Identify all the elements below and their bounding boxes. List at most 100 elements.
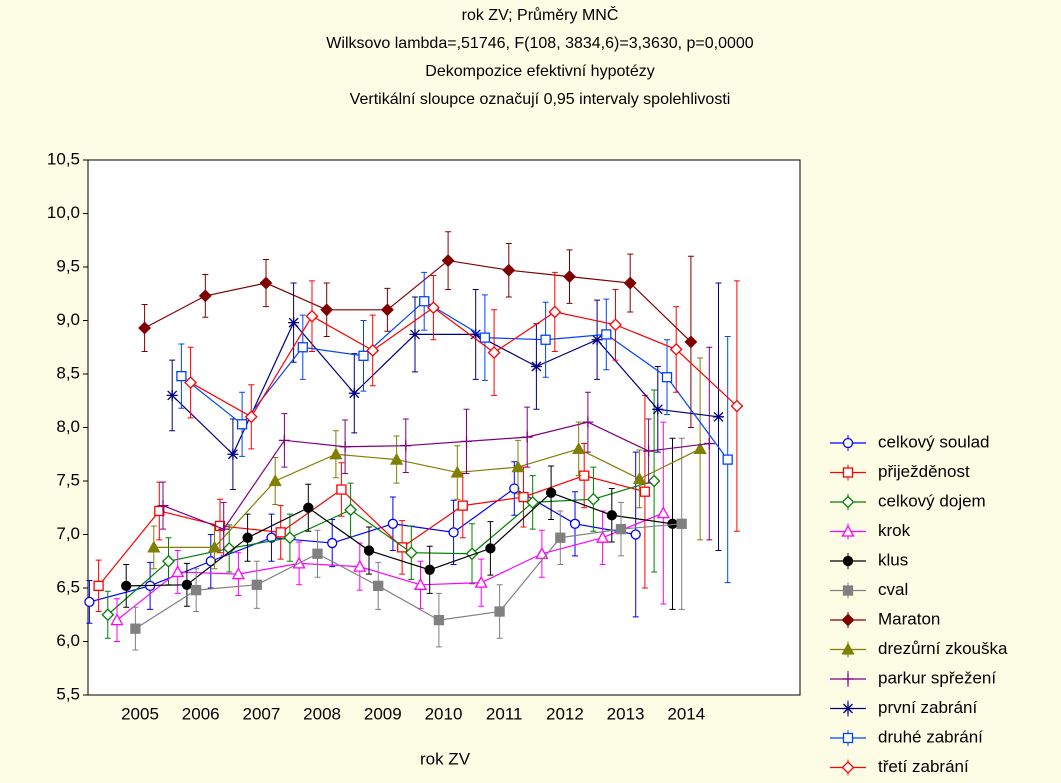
legend-marker (842, 585, 854, 596)
marker (530, 361, 542, 373)
series-line (181, 300, 729, 460)
marker (669, 342, 683, 356)
marker (676, 518, 687, 529)
marker (722, 454, 733, 465)
marker (387, 518, 399, 529)
marker (130, 623, 141, 634)
legend-marker (842, 467, 854, 478)
series-line (98, 475, 646, 587)
marker (236, 419, 248, 430)
marker (404, 546, 418, 560)
marker (259, 276, 273, 290)
marker (572, 442, 586, 455)
chart-subtitle: Dekompozice efektivní hypotézy (425, 63, 654, 80)
marker (730, 399, 744, 413)
x-tick-label: 2006 (182, 704, 220, 723)
marker (329, 447, 343, 460)
marker (703, 438, 715, 450)
marker (596, 530, 610, 543)
series-line (153, 448, 701, 548)
marker (461, 435, 472, 447)
x-tick-label: 2012 (546, 704, 584, 723)
legend-marker (841, 642, 855, 655)
y-tick-label: 7,0 (56, 524, 80, 543)
marker (630, 529, 641, 540)
legend-label: celkový soulad (878, 432, 990, 451)
series-line (116, 512, 664, 621)
marker (424, 564, 435, 575)
x-tick-label: 2005 (121, 704, 159, 723)
marker (320, 303, 334, 317)
x-tick-label: 2007 (242, 704, 280, 723)
marker (366, 344, 380, 357)
marker (380, 303, 394, 317)
legend-marker (841, 761, 855, 774)
chart-title: rok ZV; Průměry MNČ (462, 5, 619, 24)
marker (327, 537, 338, 549)
marker (400, 440, 412, 452)
marker (479, 332, 491, 343)
legend-marker (841, 495, 855, 509)
marker (339, 441, 351, 453)
marker (693, 442, 707, 455)
marker (521, 431, 533, 443)
marker (487, 346, 501, 360)
x-tick-label: 2013 (607, 704, 645, 723)
series (121, 437, 678, 610)
y-tick-label: 6,0 (56, 631, 80, 650)
marker (147, 540, 161, 553)
marker (684, 335, 698, 349)
series (176, 271, 733, 584)
marker (110, 613, 124, 626)
marker (231, 567, 245, 580)
marker (535, 546, 549, 559)
marker (171, 565, 185, 578)
marker (101, 608, 115, 622)
marker (526, 495, 540, 509)
marker (713, 411, 724, 423)
marker (218, 523, 230, 535)
series-line (171, 321, 719, 456)
series (93, 394, 651, 613)
marker (154, 505, 165, 517)
legend-marker (841, 524, 855, 537)
marker (251, 579, 262, 590)
legend-marker (842, 437, 854, 449)
marker (426, 301, 440, 315)
marker (609, 318, 622, 332)
x-axis-label: rok ZV (420, 749, 471, 768)
marker (586, 492, 600, 506)
marker (661, 372, 673, 383)
series-line (107, 480, 655, 616)
series-line (135, 523, 682, 630)
marker (518, 491, 529, 503)
series (138, 231, 698, 428)
legend-label: třetí zabrání (878, 757, 969, 776)
marker (227, 448, 239, 460)
marker (121, 580, 132, 592)
series (84, 451, 641, 624)
marker (511, 460, 525, 473)
marker (643, 445, 655, 457)
series (166, 282, 724, 552)
marker (184, 376, 198, 389)
marker (396, 542, 408, 553)
marker (190, 584, 202, 596)
marker (275, 527, 286, 538)
x-tick-label: 2008 (303, 704, 341, 723)
x-tick-label: 2009 (364, 704, 402, 723)
marker (353, 559, 367, 572)
x-tick-label: 2011 (486, 704, 523, 723)
marker (390, 452, 404, 465)
marker (93, 580, 104, 592)
legend-label: klus (878, 550, 908, 569)
marker (601, 329, 612, 340)
series (147, 357, 707, 570)
marker (433, 614, 445, 626)
marker (545, 487, 557, 498)
legend-label: krok (878, 521, 911, 540)
marker (652, 403, 664, 415)
legend: celkový soulad přiježděnost celkový dojem k… (830, 432, 1008, 776)
marker (555, 532, 566, 543)
